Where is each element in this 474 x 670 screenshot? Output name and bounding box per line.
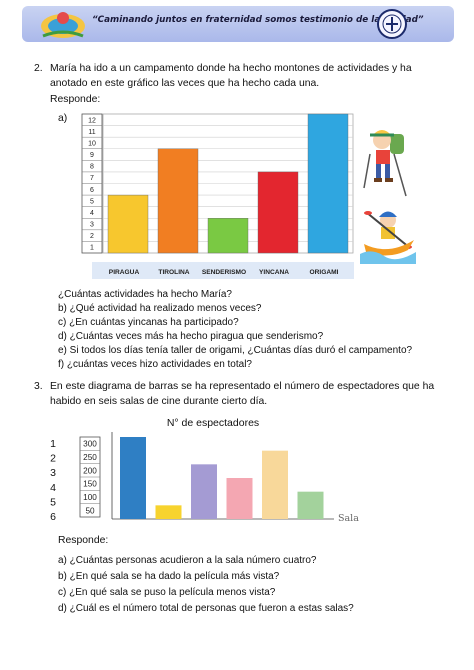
q3-responde: Responde: (58, 535, 109, 546)
q3-number: 3. (34, 381, 43, 392)
bar-origami (307, 113, 349, 254)
q3-question-c: c) ¿En qué sala se puso la película meno… (58, 587, 276, 598)
x-category-label: ORIGAMI (310, 269, 339, 276)
x-category-label: SENDERISMO (202, 269, 246, 276)
chart-title: N° de espectadores (167, 417, 259, 429)
school-crest-right (377, 9, 407, 39)
q2-question-b: b) ¿Qué actividad ha realizado menos vec… (58, 303, 262, 314)
q3-text-line1: En este diagrama de barras se ha represe… (50, 381, 435, 392)
q2-responde: Responde: (50, 94, 101, 105)
q2-question-e: e) Si todos los días tenía taller de ori… (58, 345, 413, 356)
y-tick-label: 50 (85, 506, 95, 515)
q2-text-line1: María ha ido a un campamento donde ha he… (50, 63, 412, 74)
q2-question-a: ¿Cuántas actividades ha hecho María? (58, 289, 232, 300)
q2-question-c: c) ¿En cuántas yincanas ha participado? (58, 317, 239, 328)
y-tick-label: 3 (90, 222, 94, 229)
bar-piragua (107, 194, 149, 254)
y-tick-label: 5 (90, 198, 94, 205)
sala-number-label: 2 (50, 453, 56, 465)
y-tick-label: 7 (90, 175, 94, 182)
q3-question-b: b) ¿En qué sala se ha dado la película m… (58, 571, 280, 582)
sala-number-label: 5 (50, 496, 56, 508)
y-tick-label: 4 (90, 210, 94, 217)
x-category-label: TIROLINA (158, 269, 189, 276)
y-tick-label: 2 (90, 233, 94, 240)
bar-tirolina (157, 148, 199, 254)
y-tick-label: 11 (88, 129, 95, 136)
y-tick-label: 1 (90, 245, 94, 252)
x-labels-strip (92, 262, 354, 279)
y-tick-label: 200 (83, 466, 97, 475)
bar-sala-4 (226, 478, 253, 519)
bar-sala-6 (297, 491, 324, 519)
spectators-chart: N° de espectadores 1 2 3 4 5 6 300 250 200 150 10… (50, 417, 359, 524)
y-tick-label: 250 (83, 453, 97, 462)
y-tick-label: 10 (88, 140, 96, 147)
q2-question-d: d) ¿Cuántas veces más ha hecho piragua q… (58, 331, 324, 342)
x-axis-label: Sala (338, 513, 359, 524)
sala-number-label: 1 (50, 438, 56, 450)
q2-text-line2: anotado en este gráfico las veces que ha… (50, 78, 320, 89)
x-category-label: PIRAGUA (109, 269, 140, 276)
bar-sala-2 (155, 505, 182, 519)
bar-sala-5 (262, 450, 288, 519)
bar-sala-3 (191, 464, 217, 519)
sala-number-label: 3 (50, 467, 56, 479)
q2-part-label: a) (58, 113, 68, 124)
y-tick-label: 8 (90, 164, 94, 171)
y-tick-label: 9 (90, 152, 94, 159)
sala-number-label: 4 (50, 482, 56, 494)
activities-chart: 12 11 10 9 8 7 6 5 4 3 2 1 PIRAGUA TIROLINA SENDERISM… (81, 113, 354, 279)
y-tick-label: 12 (88, 117, 96, 124)
header-motto: “Caminando juntos en fraternidad somos t… (92, 15, 424, 25)
y-tick-label: 6 (90, 187, 94, 194)
campers-illustration (360, 130, 416, 264)
y-tick-label: 300 (83, 440, 97, 449)
bar-sala-1 (120, 437, 146, 519)
q2-question-f: f) ¿cuántas veces hizo actividades en to… (58, 359, 252, 370)
bar-yincana (257, 171, 299, 254)
q2-number: 2. (34, 63, 43, 74)
y-tick-label: 100 (83, 493, 97, 502)
sala-number-label: 6 (50, 511, 56, 523)
bar-senderismo (207, 218, 249, 254)
y-tick-label: 150 (83, 480, 97, 489)
q3-question-a: a) ¿Cuántas personas acudieron a la sala… (58, 555, 317, 566)
x-category-label: YINCANA (259, 269, 289, 276)
q3-question-d: d) ¿Cuál es el número total de personas … (58, 603, 354, 614)
q3-text-line2: habido en seis salas de cine durante cie… (50, 396, 268, 407)
school-logo-left (41, 12, 85, 38)
